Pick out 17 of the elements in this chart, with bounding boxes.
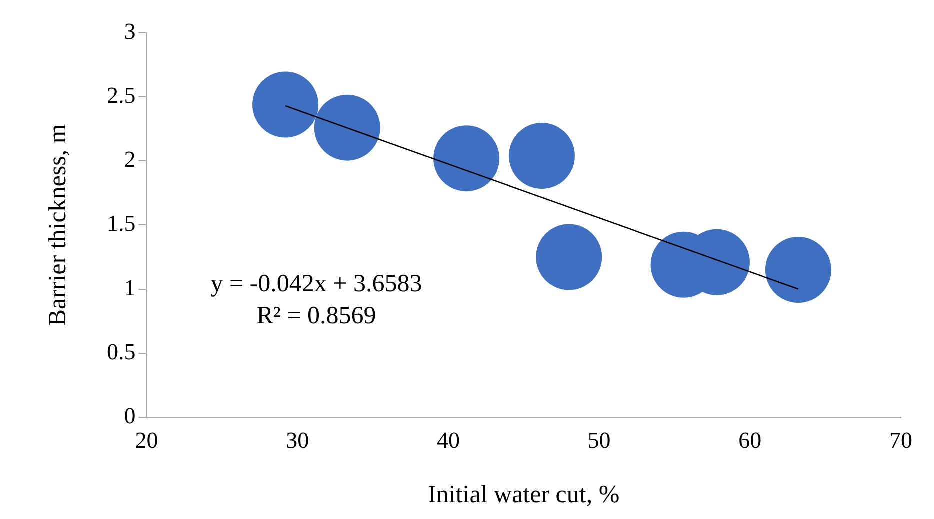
annotation: y = -0.042x + 3.6583 (210, 270, 422, 298)
y-tick-label: 1 (124, 275, 136, 300)
x-tick-label: 30 (286, 428, 310, 454)
x-tick-label: 60 (738, 428, 762, 454)
y-tick-label: 2.5 (107, 83, 136, 108)
y-tick-label: 1.5 (107, 211, 136, 236)
x-tick-label: 50 (588, 428, 611, 454)
x-axis-title: Initial water cut, % (428, 482, 620, 509)
y-tick-label: 3 (124, 19, 136, 44)
y-tick-label: 0.5 (107, 339, 136, 364)
y-tick-label: 0 (124, 403, 136, 428)
x-tick-label: 40 (436, 428, 460, 454)
x-tick-label: 20 (135, 428, 158, 454)
y-tick-label: 2 (124, 147, 136, 172)
annotation: R² = 0.8569 (256, 302, 376, 330)
x-tick-label: 70 (890, 428, 912, 454)
y-axis-title: Barrier thickness, m (44, 124, 72, 326)
